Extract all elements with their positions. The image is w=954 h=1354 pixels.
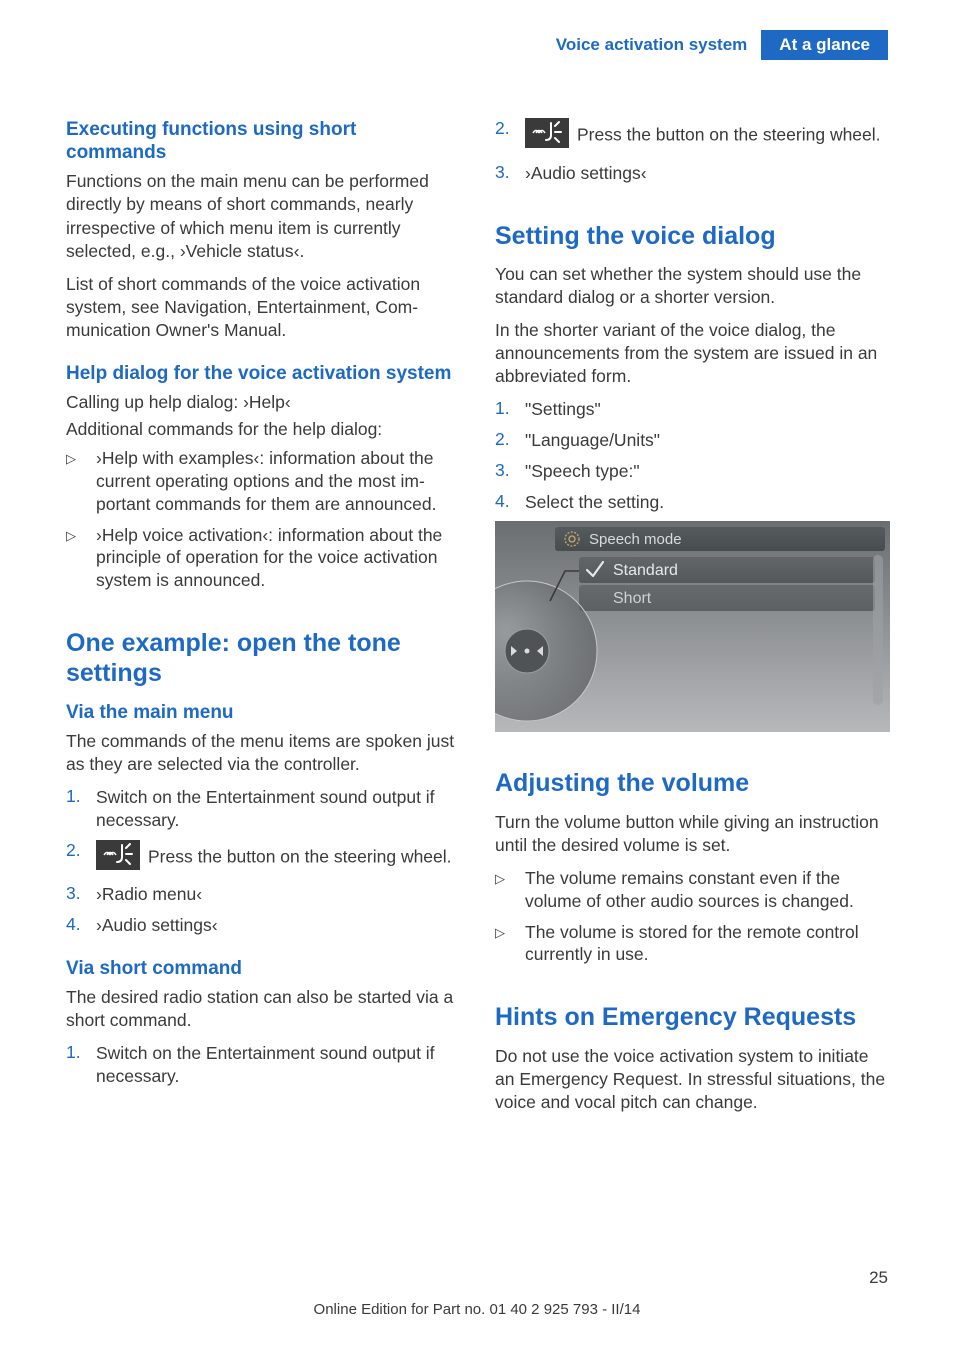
step-text: "Settings" [525, 398, 890, 421]
voice-button-icon [96, 840, 140, 876]
para: Additional commands for the help dialog: [66, 418, 461, 441]
step-number: 2. [66, 840, 96, 861]
triangle-bullet-icon: ▷ [495, 867, 525, 887]
speech-mode-screenshot: Speech mode Standard Short [495, 521, 890, 732]
step-number: 1. [495, 398, 525, 419]
screenshot-header-text: Speech mode [589, 531, 682, 548]
list-item: ▷ ›Help with examples‹: information abou… [66, 447, 461, 515]
step-text-inner: Press the button on the steering wheel. [148, 846, 452, 866]
step-number: 1. [66, 786, 96, 807]
list-item: 2. "Language/Units" [495, 429, 890, 452]
list-item: 4. Select the setting. [495, 491, 890, 514]
screenshot-option-standard: Standard [613, 562, 678, 579]
footer-line: Online Edition for Part no. 01 40 2 925 … [0, 1301, 954, 1318]
step-text: Select the setting. [525, 491, 890, 514]
step-text: ›Audio settings‹ [96, 914, 461, 937]
step-number: 3. [66, 883, 96, 904]
step-text: Switch on the Entertainment sound output… [96, 786, 461, 832]
voice-button-icon [525, 118, 569, 154]
heading-adjusting-volume: Adjusting the volume [495, 768, 890, 799]
para: The commands of the menu items are spoke… [66, 730, 461, 776]
para: Turn the volume button while giving an i… [495, 811, 890, 857]
steps-main-menu: 1. Switch on the Entertainment sound out… [66, 786, 461, 937]
list-item: 3. "Speech type:" [495, 460, 890, 483]
list-item: ▷ ›Help voice activation‹: information a… [66, 524, 461, 592]
list-item: ▷ The volume remains constant even if th… [495, 867, 890, 913]
header-right: Voice activation system At a glance [556, 30, 888, 60]
step-number: 1. [66, 1042, 96, 1063]
list-text: ›Help voice activation‹: information abo… [96, 524, 461, 592]
step-number: 3. [495, 460, 525, 481]
heading-short-commands: Executing functions using short commands [66, 118, 461, 164]
list-text: ›Help with examples‹: information about … [96, 447, 461, 515]
step-text: "Speech type:" [525, 460, 890, 483]
step-number: 3. [495, 162, 525, 183]
list-item: 1. Switch on the Entertainment sound out… [66, 1042, 461, 1088]
right-column: 2. Press the button on the steering whee… [495, 118, 890, 1124]
step-text-inner: Press the button on the steering wheel. [577, 125, 881, 145]
triangle-bullet-icon: ▷ [66, 524, 96, 544]
triangle-bullet-icon: ▷ [66, 447, 96, 467]
page: Voice activation system At a glance Exec… [0, 0, 954, 1354]
list-text: The volume remains constant even if the … [525, 867, 890, 913]
step-text: Switch on the Entertainment sound output… [96, 1042, 461, 1088]
page-number: 25 [869, 1268, 888, 1288]
step-number: 4. [66, 914, 96, 935]
para: Calling up help dialog: ›Help‹ [66, 391, 461, 414]
para: In the shorter variant of the voice dial… [495, 319, 890, 388]
step-number: 4. [495, 491, 525, 512]
list-item: 1. "Settings" [495, 398, 890, 421]
list-item: 4. ›Audio settings‹ [66, 914, 461, 937]
page-header: Voice activation system At a glance [66, 30, 888, 60]
heading-via-main-menu: Via the main menu [66, 701, 461, 724]
steps-short-command: 1. Switch on the Entertainment sound out… [66, 1042, 461, 1088]
header-section-tab: At a glance [761, 30, 888, 60]
para: The desired radio station can also be st… [66, 986, 461, 1032]
list-item: ▷ The volume is stored for the remote co… [495, 921, 890, 967]
step-number: 2. [495, 429, 525, 450]
step-text: ›Audio settings‹ [525, 162, 890, 185]
step-number: 2. [495, 118, 525, 139]
step-text: Press the button on the steering wheel. [96, 840, 461, 876]
header-chapter-title: Voice activation system [556, 30, 762, 60]
heading-example-tone: One example: open the tone settings [66, 628, 461, 689]
step-text: Press the button on the steering wheel. [525, 118, 890, 154]
list-text: The volume is stored for the remote con­… [525, 921, 890, 967]
steps-short-command-continued: 2. Press the button on the steering whee… [495, 118, 890, 185]
content-columns: Executing functions using short commands… [66, 118, 888, 1124]
heading-help-dialog: Help dialog for the voice activation sys… [66, 362, 461, 385]
step-text: "Language/Units" [525, 429, 890, 452]
para: Functions on the main menu can be perfor… [66, 170, 461, 262]
screenshot-option-short: Short [613, 590, 652, 607]
help-bullets: ▷ ›Help with examples‹: information abou… [66, 447, 461, 592]
left-column: Executing functions using short commands… [66, 118, 461, 1124]
steps-voice-dialog: 1. "Settings" 2. "Language/Units" 3. "Sp… [495, 398, 890, 513]
para: Do not use the voice activation system t… [495, 1045, 890, 1114]
para: List of short commands of the voice acti… [66, 273, 461, 342]
heading-setting-voice-dialog: Setting the voice dialog [495, 221, 890, 252]
list-item: 1. Switch on the Entertainment sound out… [66, 786, 461, 832]
list-item: 3. ›Audio settings‹ [495, 162, 890, 185]
step-text: ›Radio menu‹ [96, 883, 461, 906]
heading-via-short-command: Via short command [66, 957, 461, 980]
volume-bullets: ▷ The volume remains constant even if th… [495, 867, 890, 966]
list-item: 2. Press the button on the steering whee… [495, 118, 890, 154]
triangle-bullet-icon: ▷ [495, 921, 525, 941]
list-item: 2. Press the button on the steering whee… [66, 840, 461, 876]
heading-emergency-requests: Hints on Emergency Requests [495, 1002, 890, 1033]
list-item: 3. ›Radio menu‹ [66, 883, 461, 906]
para: You can set whether the system should us… [495, 263, 890, 309]
